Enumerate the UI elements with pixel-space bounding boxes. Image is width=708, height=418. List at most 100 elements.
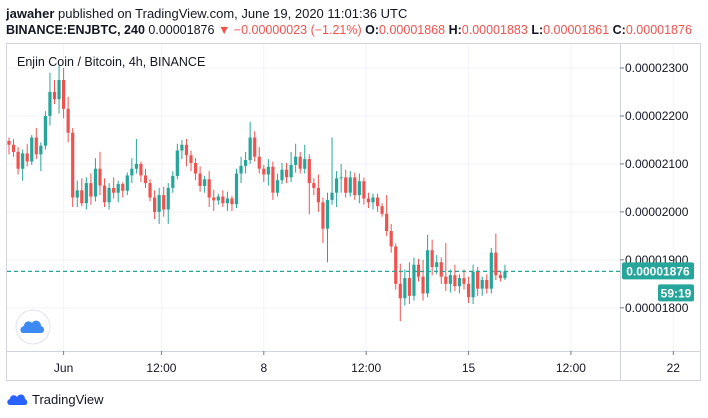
- candle: [421, 259, 425, 301]
- candle: [30, 135, 34, 165]
- candle: [416, 258, 421, 282]
- candle: [303, 144, 307, 174]
- low-label: L:: [531, 23, 544, 37]
- candle-body: [439, 262, 443, 277]
- candle: [284, 162, 289, 184]
- candle-body: [153, 197, 157, 212]
- candle: [7, 137, 11, 155]
- candle: [52, 79, 57, 104]
- candle: [471, 264, 475, 304]
- footer-brand[interactable]: TradingView: [32, 392, 104, 407]
- candle: [162, 186, 166, 217]
- candle: [21, 149, 25, 181]
- candle-body: [298, 156, 302, 169]
- y-tick-label: 0.00002200: [625, 109, 689, 123]
- candle: [230, 196, 234, 211]
- candle-body: [157, 195, 161, 212]
- candle: [57, 65, 61, 114]
- last-price-label: 0.00001876: [626, 264, 690, 278]
- candle-body: [198, 173, 202, 186]
- candle: [348, 171, 352, 197]
- candle: [98, 151, 102, 196]
- y-tick-label: 0.00001800: [625, 301, 689, 315]
- candle: [180, 139, 184, 160]
- candle-body: [307, 159, 311, 184]
- candle-body: [193, 162, 198, 174]
- candle-body: [57, 79, 61, 100]
- candle: [380, 203, 384, 217]
- x-tick-label: 12:00: [351, 361, 381, 375]
- author-name[interactable]: jawaher: [6, 6, 55, 21]
- candle: [385, 195, 389, 236]
- candle-body: [25, 153, 29, 162]
- chart-border: [6, 43, 701, 381]
- candle: [503, 264, 507, 281]
- candle: [257, 147, 261, 174]
- candle: [153, 190, 157, 220]
- candle-body: [366, 198, 371, 203]
- candle: [89, 173, 93, 205]
- tradingview-logo-icon[interactable]: [6, 393, 28, 407]
- x-tick-label: 8: [260, 361, 267, 375]
- candle-body: [266, 166, 270, 175]
- candle-body: [134, 163, 138, 169]
- candle-body: [339, 177, 343, 179]
- candle: [307, 154, 311, 215]
- grid-lines: [7, 44, 674, 351]
- candle: [34, 127, 38, 160]
- candle: [221, 190, 225, 208]
- candle: [330, 137, 334, 205]
- tradingview-logo-button[interactable]: [15, 309, 51, 345]
- published-text: published on TradingView.com, June 19, 2…: [58, 6, 408, 21]
- candle-body: [139, 163, 143, 176]
- candle-body: [107, 187, 111, 203]
- candle-body: [430, 250, 434, 268]
- candle: [266, 159, 270, 186]
- candle-body: [216, 196, 220, 201]
- candle: [262, 164, 266, 183]
- candle-body: [171, 175, 175, 188]
- candle-body: [143, 175, 148, 184]
- candle-body: [389, 231, 393, 247]
- candle-body: [325, 199, 330, 229]
- candle: [253, 131, 257, 162]
- candle: [48, 72, 52, 126]
- close-label: C:: [612, 23, 626, 37]
- candle-body: [121, 184, 125, 191]
- candle-body: [462, 278, 466, 284]
- candles-layer: [7, 65, 507, 322]
- candle-body: [448, 275, 452, 284]
- candle: [225, 191, 229, 211]
- candle-body: [375, 197, 380, 207]
- candle-body: [457, 278, 462, 287]
- candle: [498, 271, 502, 282]
- candle-body: [480, 280, 484, 289]
- candle-body: [489, 252, 493, 289]
- candle: [244, 151, 248, 174]
- candle-body: [466, 283, 471, 298]
- candle: [116, 180, 120, 203]
- candle: [444, 243, 448, 292]
- close-value: 0.00001876: [625, 23, 692, 37]
- candle: [143, 168, 148, 188]
- axis-labels: 0.00002300 0.00002200 0.00002100 0.00002000…: [54, 61, 689, 375]
- candle-body: [398, 283, 402, 299]
- candle-body: [421, 276, 425, 294]
- open-label: O:: [365, 23, 380, 37]
- published-line: jawaher published on TradingView.com, Ju…: [6, 6, 407, 21]
- candle-body: [175, 150, 179, 176]
- candle-body: [48, 91, 52, 116]
- candle: [184, 138, 189, 167]
- candle-body: [444, 276, 448, 284]
- candle-body: [353, 177, 357, 196]
- last-price: 0.00001876: [148, 23, 215, 37]
- candle-body: [244, 160, 248, 166]
- footer: TradingView: [6, 392, 104, 407]
- candle-body: [476, 271, 480, 289]
- candle-body: [335, 178, 339, 193]
- candle: [439, 257, 443, 284]
- candle-body: [166, 187, 170, 210]
- candle-body: [380, 206, 384, 214]
- candle-body: [344, 177, 348, 193]
